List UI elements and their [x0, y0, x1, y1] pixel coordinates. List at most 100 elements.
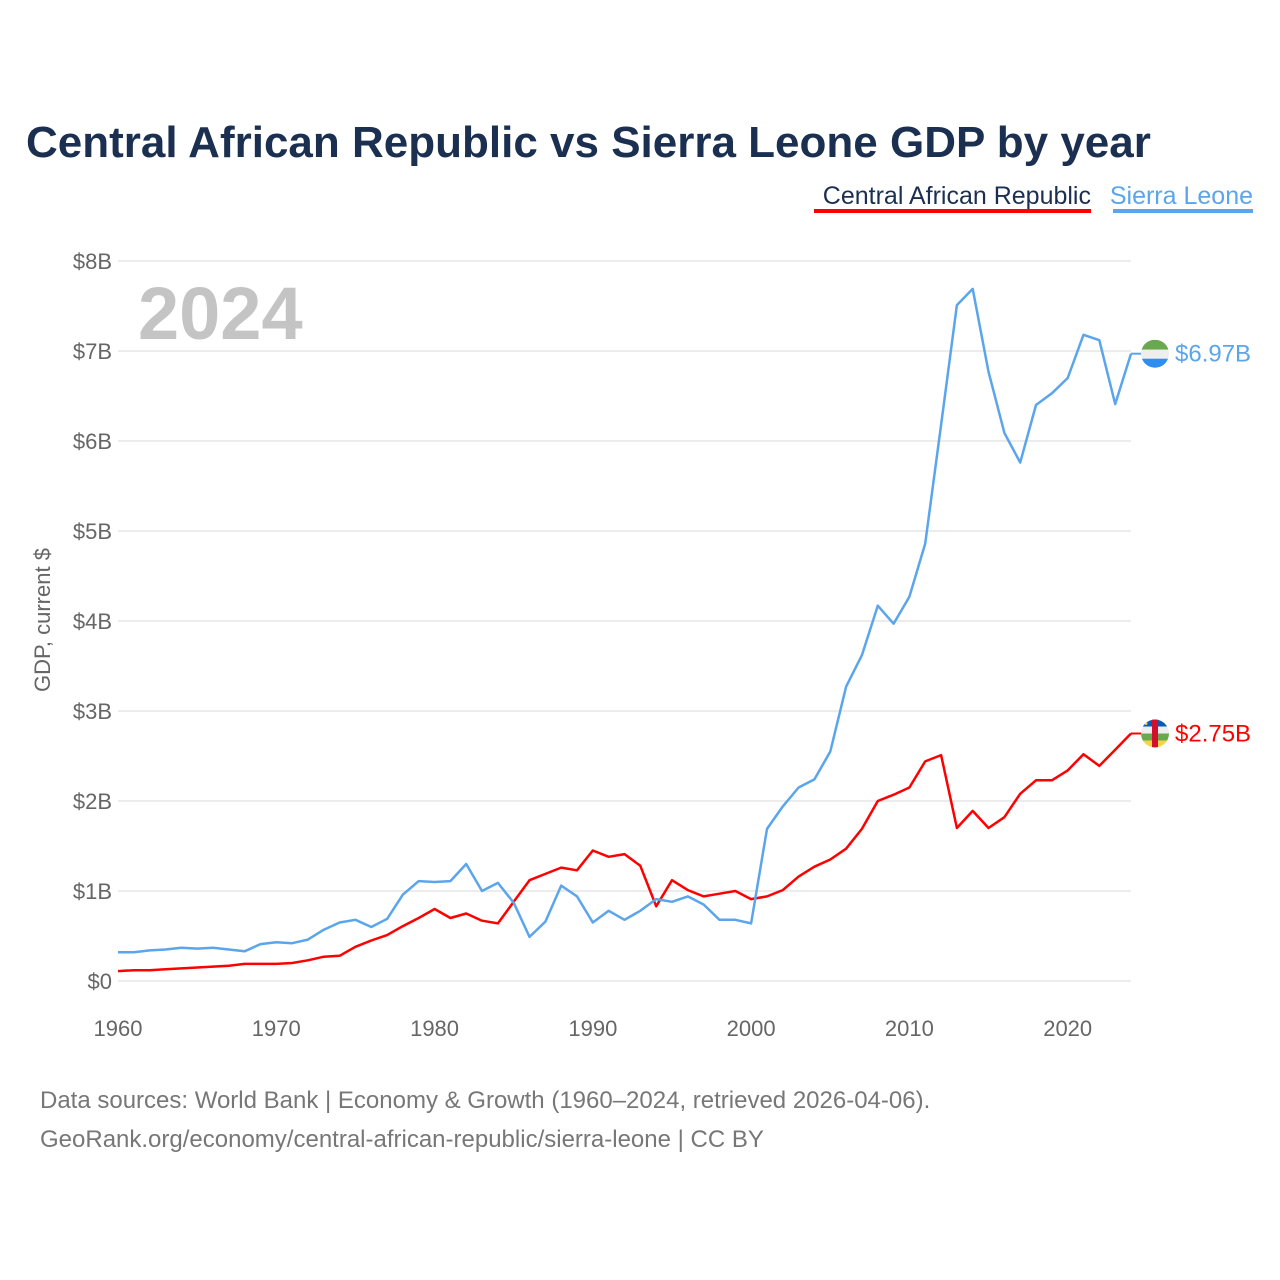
data-point[interactable] [574, 893, 580, 899]
data-point[interactable] [764, 893, 770, 899]
footer-url[interactable]: GeoRank.org/economy/central-african-repu… [40, 1126, 764, 1153]
data-point[interactable] [400, 892, 406, 898]
data-point[interactable] [1112, 747, 1118, 753]
data-point[interactable] [257, 941, 263, 947]
data-point[interactable] [764, 826, 770, 832]
data-point[interactable] [1065, 767, 1071, 773]
data-point[interactable] [115, 949, 121, 955]
data-point[interactable] [1001, 430, 1007, 436]
data-point[interactable] [194, 946, 200, 952]
data-point[interactable] [827, 749, 833, 755]
data-point[interactable] [226, 947, 232, 953]
data-point[interactable] [321, 927, 327, 933]
data-point[interactable] [986, 825, 992, 831]
data-point[interactable] [637, 908, 643, 914]
data-point[interactable] [495, 880, 501, 886]
data-point[interactable] [162, 947, 168, 953]
data-point[interactable] [1017, 460, 1023, 466]
data-point[interactable] [1096, 337, 1102, 343]
data-point[interactable] [527, 934, 533, 940]
data-point[interactable] [226, 963, 232, 969]
data-point[interactable] [1049, 777, 1055, 783]
data-point[interactable] [716, 891, 722, 897]
data-point[interactable] [606, 908, 612, 914]
data-point[interactable] [796, 874, 802, 880]
data-point[interactable] [590, 920, 596, 926]
data-point[interactable] [210, 964, 216, 970]
data-point[interactable] [416, 878, 422, 884]
data-point[interactable] [147, 947, 153, 953]
data-point[interactable] [622, 851, 628, 857]
data-point[interactable] [1081, 332, 1087, 338]
data-point[interactable] [685, 887, 691, 893]
data-point[interactable] [922, 541, 928, 547]
data-point[interactable] [669, 877, 675, 883]
series-line-sierra-leone[interactable] [118, 287, 1133, 954]
data-point[interactable] [891, 621, 897, 627]
data-point[interactable] [432, 906, 438, 912]
legend-item-central-african-republic[interactable]: Central African Republic [814, 182, 1091, 213]
data-point[interactable] [131, 967, 137, 973]
legend-item-sierra-leone[interactable]: Sierra Leone [1110, 182, 1253, 213]
data-point[interactable] [827, 857, 833, 863]
data-point[interactable] [859, 826, 865, 832]
data-point[interactable] [875, 603, 881, 609]
data-point[interactable] [891, 792, 897, 798]
data-point[interactable] [542, 871, 548, 877]
data-point[interactable] [954, 302, 960, 308]
data-point[interactable] [685, 893, 691, 899]
data-point[interactable] [780, 803, 786, 809]
data-point[interactable] [289, 960, 295, 966]
data-point[interactable] [938, 752, 944, 758]
data-point[interactable] [748, 920, 754, 926]
data-point[interactable] [701, 893, 707, 899]
data-point[interactable] [479, 918, 485, 924]
series-line-central-african-republic[interactable] [117, 732, 1132, 973]
data-point[interactable] [1033, 402, 1039, 408]
data-point[interactable] [384, 916, 390, 922]
data-point[interactable] [321, 954, 327, 960]
data-point[interactable] [542, 919, 548, 925]
data-point[interactable] [796, 785, 802, 791]
data-point[interactable] [463, 861, 469, 867]
data-point[interactable] [289, 940, 295, 946]
data-point[interactable] [986, 369, 992, 375]
data-point[interactable] [479, 888, 485, 894]
data-point[interactable] [701, 902, 707, 908]
data-point[interactable] [337, 920, 343, 926]
data-point[interactable] [669, 899, 675, 905]
data-point[interactable] [1112, 401, 1118, 407]
data-point[interactable] [162, 966, 168, 972]
data-point[interactable] [368, 924, 374, 930]
data-point[interactable] [273, 961, 279, 967]
data-point[interactable] [527, 877, 533, 883]
data-point[interactable] [337, 953, 343, 959]
data-point[interactable] [495, 920, 501, 926]
data-point[interactable] [653, 903, 659, 909]
data-point[interactable] [938, 422, 944, 428]
data-point[interactable] [954, 825, 960, 831]
data-point[interactable] [463, 911, 469, 917]
data-point[interactable] [970, 808, 976, 814]
data-point[interactable] [242, 961, 248, 967]
data-point[interactable] [115, 968, 121, 974]
data-point[interactable] [622, 917, 628, 923]
data-point[interactable] [178, 945, 184, 951]
data-point[interactable] [210, 945, 216, 951]
data-point[interactable] [242, 948, 248, 954]
data-point[interactable] [843, 846, 849, 852]
data-point[interactable] [305, 937, 311, 943]
data-point[interactable] [1017, 791, 1023, 797]
data-point[interactable] [1033, 777, 1039, 783]
data-point[interactable] [305, 957, 311, 963]
data-point[interactable] [511, 900, 517, 906]
data-point[interactable] [922, 758, 928, 764]
data-point[interactable] [859, 652, 865, 658]
data-point[interactable] [811, 864, 817, 870]
data-point[interactable] [257, 961, 263, 967]
data-point[interactable] [194, 965, 200, 971]
data-point[interactable] [1096, 763, 1102, 769]
data-point[interactable] [400, 923, 406, 929]
data-point[interactable] [1001, 814, 1007, 820]
data-point[interactable] [273, 939, 279, 945]
